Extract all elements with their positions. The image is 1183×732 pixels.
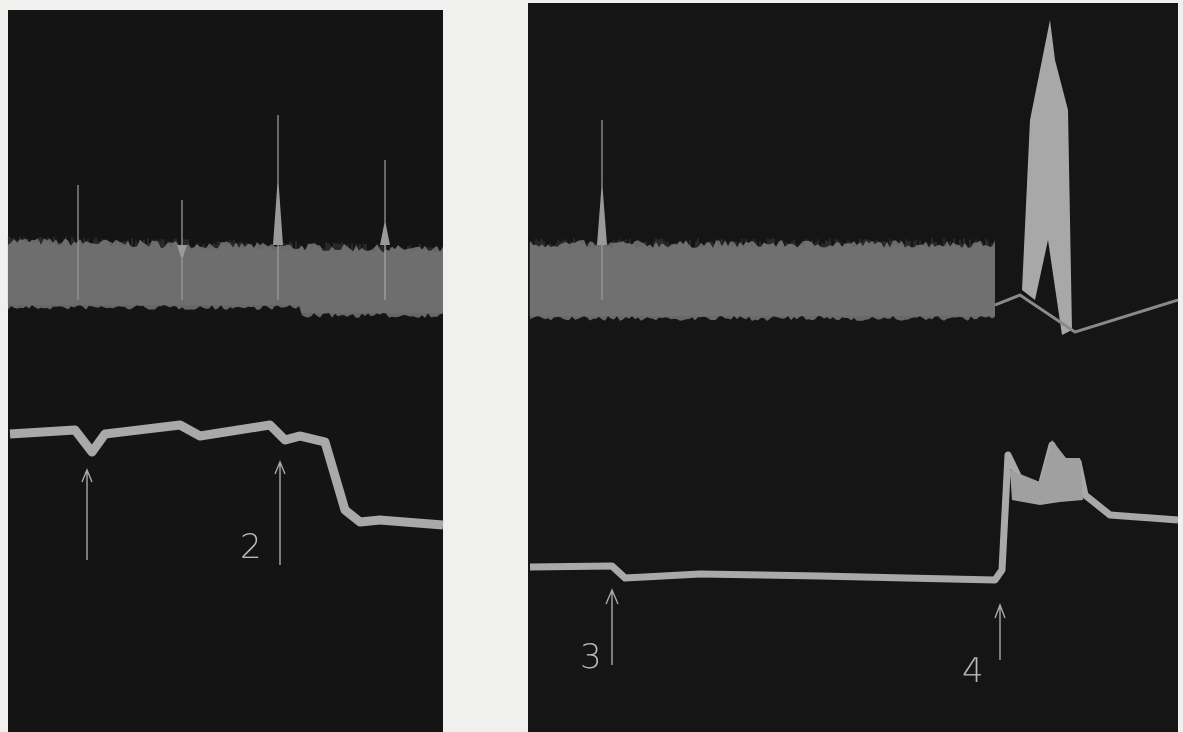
marker-label: 2 [240, 527, 262, 567]
right-panel [528, 3, 1178, 732]
marker-label: 3 [580, 637, 602, 677]
left-panel [8, 10, 443, 732]
recording-photo: 2 3 4 [0, 0, 1183, 732]
marker-label: 4 [962, 651, 984, 691]
page: 2 3 4 (() => { const data = JSON.parse(d… [0, 0, 1183, 732]
